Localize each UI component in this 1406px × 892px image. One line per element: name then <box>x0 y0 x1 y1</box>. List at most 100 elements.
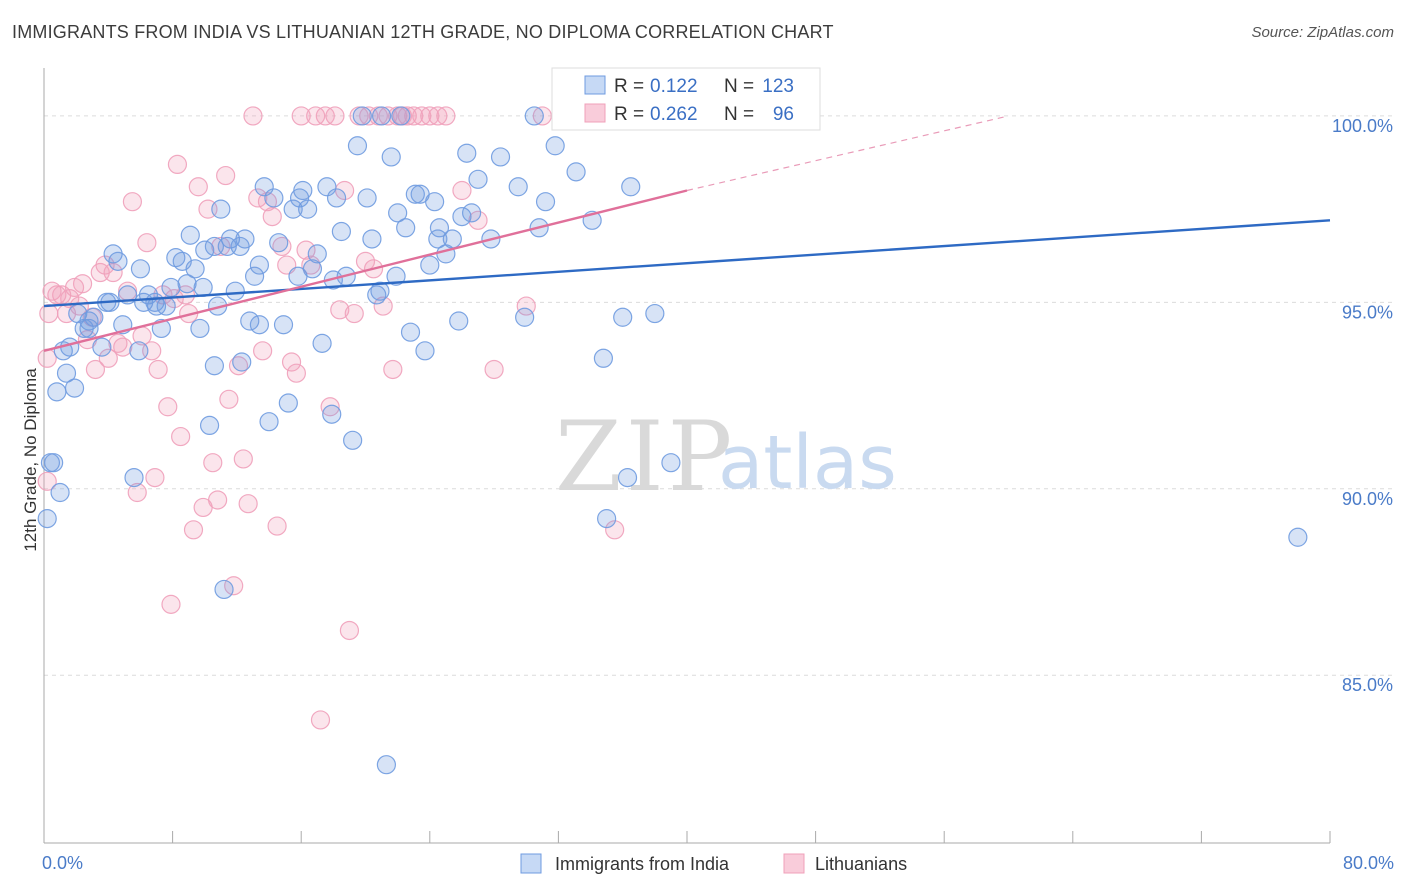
x-tick-left: 0.0% <box>42 853 83 873</box>
trend-lines <box>43 115 1331 352</box>
lithuanians-point-36 <box>183 520 204 540</box>
india-point-73 <box>381 147 401 167</box>
chart-title: IMMIGRANTS FROM INDIA VS LITHUANIAN 12TH… <box>12 22 834 42</box>
lithuanians-trend-extension <box>686 115 1009 192</box>
india-point-33 <box>195 240 215 260</box>
india-point-61 <box>322 404 342 424</box>
lithuanians-point-66 <box>325 106 345 126</box>
india-point-45 <box>244 266 265 286</box>
india-point-30 <box>180 225 200 245</box>
lithuanians-point-1 <box>37 348 57 368</box>
lithuanians-point-45 <box>224 576 244 596</box>
india-point-37 <box>211 199 231 219</box>
lithuanians-point-24 <box>137 233 157 253</box>
lithuanians-point-53 <box>262 207 282 227</box>
india-point-76 <box>396 218 416 238</box>
lithuanians-point-76 <box>373 296 393 316</box>
lithuanians-point-22 <box>127 482 147 503</box>
lithuanians-point-46 <box>228 356 249 376</box>
lithuanians-point-50 <box>248 188 268 208</box>
y-tick-label-2: 95.0% <box>1342 302 1393 322</box>
india-point-58 <box>307 244 327 264</box>
india-point-90 <box>468 169 488 189</box>
india-point-0 <box>37 509 57 529</box>
india-point-51 <box>273 315 294 335</box>
india-point-114 <box>193 277 213 298</box>
lithuanians-point-21 <box>122 192 143 212</box>
legend-n-label-lithuanians: N = <box>724 104 754 125</box>
lithuanians-point-94 <box>605 520 625 540</box>
india-point-20 <box>129 341 149 361</box>
india-point-69 <box>362 229 382 249</box>
lithuanians-point-64 <box>315 106 335 126</box>
lithuanians-point-69 <box>339 620 360 641</box>
lithuanians-point-47 <box>233 449 253 469</box>
legend-n-label-india: N = <box>724 76 754 97</box>
india-point-52 <box>278 393 298 413</box>
india-point-88 <box>457 143 477 163</box>
india-point-118 <box>388 203 408 223</box>
india-point-56 <box>298 199 318 219</box>
lithuanians-point-91 <box>532 106 552 126</box>
india-trend-line <box>43 219 1331 308</box>
lithuanians-point-60 <box>296 240 316 260</box>
lithuanians-point-84 <box>420 106 440 126</box>
india-point-49 <box>264 188 284 208</box>
legend-swatch-lithuanians <box>584 103 606 123</box>
india-point-92 <box>490 147 511 167</box>
india-point-8 <box>64 378 85 398</box>
lithuanians-point-88 <box>468 210 488 230</box>
india-point-75 <box>391 106 411 126</box>
lithuanians-point-48 <box>238 494 258 514</box>
lithuanians-point-86 <box>436 106 456 126</box>
india-point-72 <box>376 755 396 775</box>
india-point-71 <box>371 106 392 126</box>
india-point-48 <box>259 412 279 432</box>
lithuanians-point-15 <box>95 255 115 275</box>
lithuanians-point-26 <box>145 468 165 488</box>
lithuanians-points <box>37 106 665 730</box>
india-point-50 <box>269 233 289 253</box>
india-point-31 <box>185 259 205 279</box>
india-point-11 <box>79 318 99 339</box>
india-point-29 <box>177 274 197 294</box>
lithuanians-point-67 <box>330 300 350 320</box>
lithuanians-point-19 <box>113 337 133 357</box>
lithuanians-point-30 <box>161 594 181 614</box>
lithuanians-point-49 <box>243 106 263 126</box>
india-point-19 <box>124 468 144 488</box>
axes <box>43 68 1331 844</box>
lithuanians-point-89 <box>484 359 504 380</box>
lithuanians-point-32 <box>167 154 188 174</box>
india-point-110 <box>79 311 99 331</box>
lithuanians-point-27 <box>148 359 168 380</box>
source-credit: Source: ZipAtlas.com <box>1251 24 1394 41</box>
india-point-93 <box>508 177 528 197</box>
india-point-119 <box>428 229 448 249</box>
india-point-32 <box>190 318 210 339</box>
lithuanians-point-16 <box>98 348 118 368</box>
india-point-106 <box>621 177 641 197</box>
lithuanians-point-43 <box>216 165 236 186</box>
lithuanians-point-33 <box>171 426 191 447</box>
lithuanians-point-13 <box>85 359 106 380</box>
legend-swatch-india <box>584 75 606 95</box>
india-point-70 <box>367 285 387 305</box>
lithuanians-point-83 <box>412 106 432 126</box>
lithuanians-point-58 <box>286 363 306 383</box>
india-point-34 <box>199 415 220 435</box>
legend-n-value-lithuanians: 96 <box>773 104 794 125</box>
india-point-81 <box>420 255 440 275</box>
legend-r-label-india: R = <box>614 76 644 97</box>
india-point-94 <box>515 307 535 327</box>
india-point-122 <box>370 281 390 301</box>
india-point-108 <box>661 453 681 473</box>
india-point-77 <box>400 322 421 342</box>
series-legend-label-india: Immigrants from India <box>555 854 730 874</box>
india-point-102 <box>593 348 614 368</box>
india-point-57 <box>302 259 323 279</box>
india-point-116 <box>289 188 310 208</box>
india-point-38 <box>214 579 234 600</box>
lithuanians-point-65 <box>320 397 340 417</box>
